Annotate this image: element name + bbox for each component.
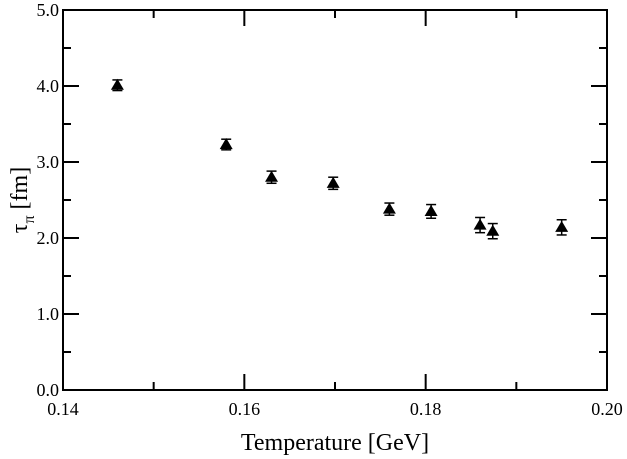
y-tick-label: 3.0 xyxy=(37,152,60,172)
x-tick-label: 0.20 xyxy=(591,399,623,419)
plot-frame xyxy=(62,9,608,391)
data-point xyxy=(555,219,569,236)
data-point xyxy=(110,78,124,92)
y-tick-label: 2.0 xyxy=(37,228,60,248)
tick-labels: 0.14 0.16 0.18 0.20 0.0 1.0 2.0 3.0 4.0 5.0 xyxy=(37,0,623,419)
x-tick-label: 0.16 xyxy=(229,399,261,419)
triangle-marker xyxy=(473,218,487,230)
data-point xyxy=(326,176,340,191)
data-points xyxy=(110,78,569,240)
y-axis-label: τπ [fm] xyxy=(7,167,38,233)
y-tick-label: 5.0 xyxy=(37,0,60,20)
data-point xyxy=(265,170,279,185)
triangle-marker xyxy=(265,170,279,182)
triangle-marker xyxy=(326,176,340,188)
x-tick-label: 0.18 xyxy=(410,399,442,419)
data-point xyxy=(382,202,396,216)
triangle-marker xyxy=(382,202,396,214)
y-tick-label: 0.0 xyxy=(37,380,60,400)
data-point xyxy=(486,222,500,240)
triangle-marker xyxy=(110,78,124,90)
y-tick-label: 4.0 xyxy=(37,76,60,96)
y-axis-label-units: [fm] xyxy=(7,167,33,210)
triangle-marker xyxy=(219,138,233,150)
data-point xyxy=(473,216,487,234)
y-axis-label-subscript: π xyxy=(21,215,38,223)
data-point xyxy=(219,138,233,151)
y-tick-label: 1.0 xyxy=(37,304,60,324)
x-tick-label: 0.14 xyxy=(47,399,79,419)
y-axis-label-symbol: τ xyxy=(7,223,33,233)
triangle-marker xyxy=(486,224,500,236)
axis-ticks xyxy=(62,9,608,391)
data-point xyxy=(424,203,438,219)
triangle-marker xyxy=(424,204,438,216)
triangle-marker xyxy=(555,220,569,232)
x-axis-label: Temperature [GeV] xyxy=(241,430,429,456)
svg-text:τπ[fm]: τπ [fm] xyxy=(7,167,38,233)
